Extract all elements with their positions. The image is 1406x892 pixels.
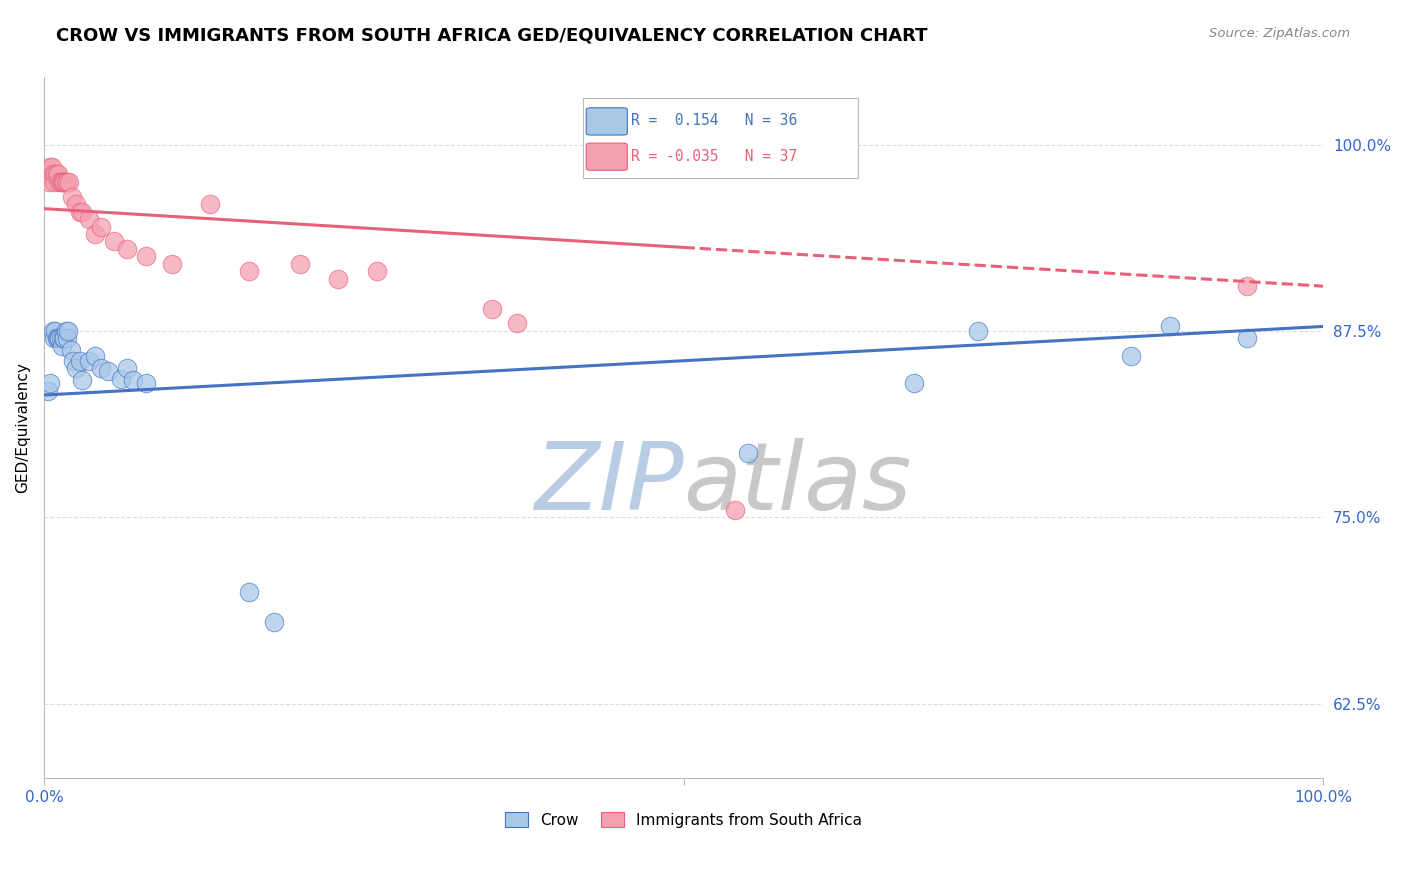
Point <box>41 160 63 174</box>
FancyBboxPatch shape <box>586 143 627 170</box>
Point <box>328 271 350 285</box>
Point <box>72 204 94 219</box>
Point <box>110 371 132 385</box>
Point <box>90 361 112 376</box>
Point <box>39 160 62 174</box>
Point <box>903 376 925 390</box>
Point <box>1236 279 1258 293</box>
Text: Source: ZipAtlas.com: Source: ZipAtlas.com <box>1209 27 1350 40</box>
Point <box>46 331 69 345</box>
Point <box>103 235 125 249</box>
Point <box>58 175 80 189</box>
Point <box>45 331 67 345</box>
Point <box>62 353 84 368</box>
Point <box>59 343 82 358</box>
Point <box>48 175 70 189</box>
Point <box>135 249 157 263</box>
Point <box>55 324 77 338</box>
Point <box>724 503 747 517</box>
Point <box>77 212 100 227</box>
Point <box>77 353 100 368</box>
Point <box>69 353 91 368</box>
Point <box>1121 349 1143 363</box>
Point <box>58 324 80 338</box>
Point <box>44 167 66 181</box>
Point <box>60 190 83 204</box>
Point <box>52 331 75 345</box>
Point <box>42 331 65 345</box>
Point <box>263 615 285 629</box>
Point <box>1236 331 1258 345</box>
Text: R =  0.154   N = 36: R = 0.154 N = 36 <box>631 113 797 128</box>
Point <box>51 339 73 353</box>
Point <box>48 331 70 345</box>
Point <box>39 376 62 390</box>
Y-axis label: GED/Equivalency: GED/Equivalency <box>15 362 30 493</box>
Point <box>56 331 79 345</box>
Point <box>42 175 65 189</box>
Point <box>122 373 145 387</box>
Point <box>65 197 87 211</box>
FancyBboxPatch shape <box>586 108 627 135</box>
Point <box>90 219 112 234</box>
Point <box>42 324 65 338</box>
Point <box>49 175 72 189</box>
Point <box>53 175 76 189</box>
Point <box>44 324 66 338</box>
Point <box>97 364 120 378</box>
Point <box>37 384 59 398</box>
Point <box>84 227 107 241</box>
Point <box>366 264 388 278</box>
Point <box>115 361 138 376</box>
Point <box>737 446 759 460</box>
Point <box>160 257 183 271</box>
Point <box>481 301 503 316</box>
Text: R = -0.035   N = 37: R = -0.035 N = 37 <box>631 149 797 164</box>
Point <box>52 175 75 189</box>
Text: CROW VS IMMIGRANTS FROM SOUTH AFRICA GED/EQUIVALENCY CORRELATION CHART: CROW VS IMMIGRANTS FROM SOUTH AFRICA GED… <box>56 27 928 45</box>
Point <box>49 331 72 345</box>
Point <box>37 167 59 181</box>
Point <box>38 175 60 189</box>
Point <box>288 257 311 271</box>
Point <box>69 204 91 219</box>
Point <box>72 373 94 387</box>
Point <box>238 264 260 278</box>
Point <box>51 175 73 189</box>
Point <box>135 376 157 390</box>
Legend: Crow, Immigrants from South Africa: Crow, Immigrants from South Africa <box>499 805 869 834</box>
Point <box>56 175 79 189</box>
Point <box>65 361 87 376</box>
Point <box>53 331 76 345</box>
Point <box>506 317 529 331</box>
Text: ZIP: ZIP <box>534 438 683 529</box>
Point <box>200 197 222 211</box>
Text: atlas: atlas <box>683 438 912 529</box>
Point <box>115 242 138 256</box>
Point <box>55 175 77 189</box>
Point <box>45 167 67 181</box>
Point <box>238 585 260 599</box>
Point <box>966 324 988 338</box>
Point <box>84 349 107 363</box>
Point <box>42 167 65 181</box>
Point <box>46 167 69 181</box>
Point <box>1159 319 1181 334</box>
